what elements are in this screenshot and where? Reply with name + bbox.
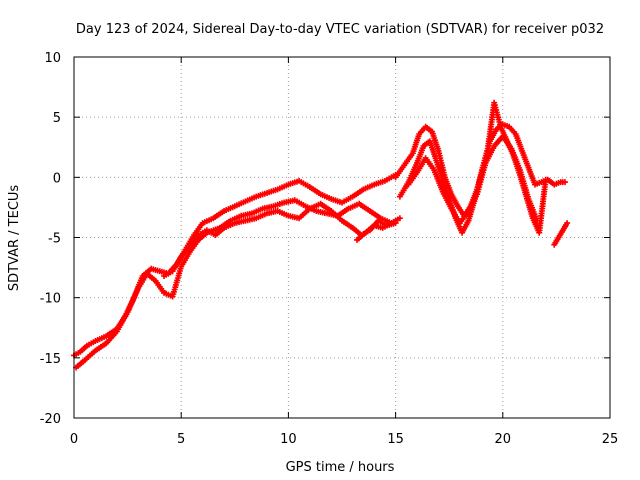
y-tick-label: 10 xyxy=(44,51,61,66)
data-point xyxy=(396,215,403,222)
x-tick-label: 15 xyxy=(387,432,404,447)
y-tick-label: -15 xyxy=(40,352,61,367)
x-tick-label: 5 xyxy=(177,432,185,447)
x-axis-label: GPS time / hours xyxy=(286,460,395,475)
series-track-c xyxy=(161,200,399,279)
x-tick-label: 10 xyxy=(280,432,297,447)
y-tick-label: -10 xyxy=(40,292,61,307)
series-track-h xyxy=(354,215,403,243)
y-axis-label: SDTVAR / TECUs xyxy=(7,185,22,292)
axes: 0 5 10 15 20 25 -20 -15 -10 -5 0 5 10 xyxy=(40,51,619,447)
chart-title: Day 123 of 2024, Sidereal Day-to-day VTE… xyxy=(76,22,604,37)
data-point xyxy=(542,176,549,183)
series-track-f xyxy=(405,133,541,227)
data-point xyxy=(562,179,568,186)
data-point xyxy=(564,220,571,227)
series-track-g xyxy=(551,220,571,248)
data-series xyxy=(71,99,571,371)
series-path xyxy=(74,198,393,369)
x-tick-label: 20 xyxy=(495,432,512,447)
x-tick-label: 25 xyxy=(602,432,619,447)
grid xyxy=(74,57,610,418)
y-tick-label: -5 xyxy=(48,232,61,247)
series-path xyxy=(72,173,398,357)
y-tick-label: -20 xyxy=(40,412,61,427)
y-tick-label: 0 xyxy=(53,171,61,186)
series-track-a xyxy=(71,171,399,359)
y-tick-label: 5 xyxy=(53,111,61,126)
x-tick-label: 0 xyxy=(70,432,78,447)
data-point xyxy=(534,217,541,224)
